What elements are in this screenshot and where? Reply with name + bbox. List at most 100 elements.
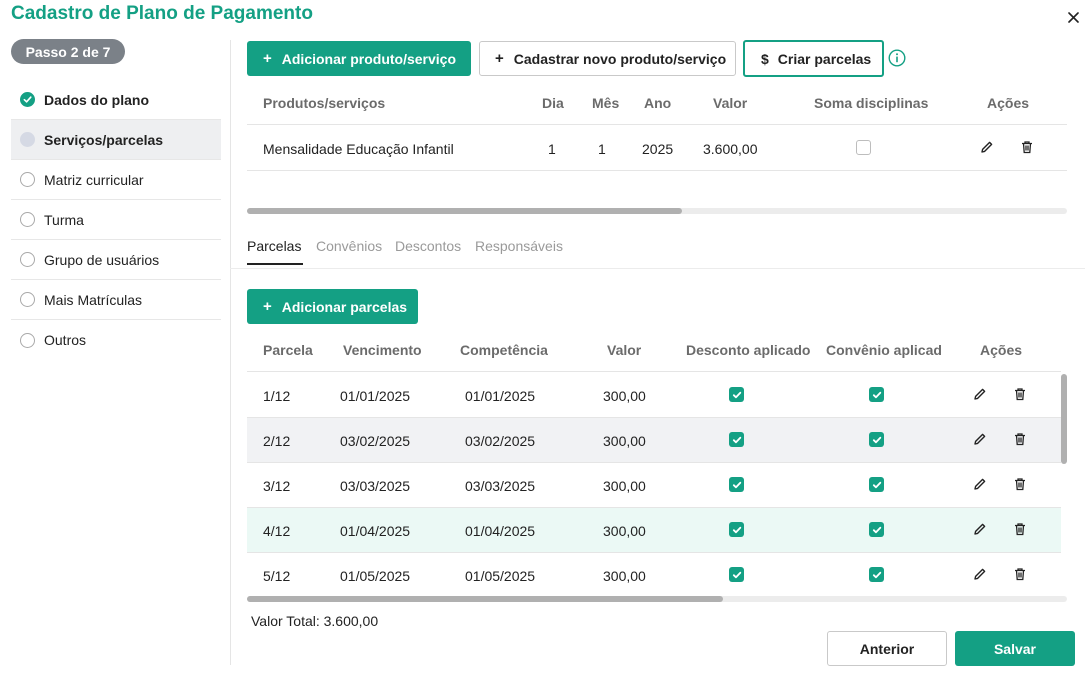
parcel-value: 300,00 — [603, 433, 646, 449]
step-item-mais-matriculas[interactable]: Mais Matrículas — [11, 280, 221, 320]
step-item-dados-do-plano[interactable]: Dados do plano — [11, 80, 221, 120]
col-header-discount: Desconto aplicado — [686, 342, 811, 358]
empty-circle-icon — [20, 332, 35, 348]
col-header-value: Valor — [713, 95, 748, 111]
table-row-divider — [247, 462, 1061, 463]
step-label: Outros — [44, 332, 87, 348]
table-row — [247, 508, 1061, 553]
pencil-icon[interactable] — [972, 476, 988, 492]
product-value: 3.600,00 — [703, 141, 758, 157]
plus-icon: + — [263, 50, 272, 67]
save-button[interactable]: Salvar — [955, 631, 1075, 666]
parcel-number: 3/12 — [263, 478, 291, 494]
close-icon[interactable] — [1064, 8, 1082, 26]
step-label: Mais Matrículas — [44, 291, 143, 308]
create-installments-button[interactable]: $ Criar parcelas — [743, 40, 884, 77]
add-installments-label: Adicionar parcelas — [281, 298, 408, 315]
discount-checkbox[interactable] — [729, 522, 744, 537]
step-label: Serviços/parcelas — [44, 131, 164, 148]
dollar-icon: $ — [761, 50, 769, 67]
step-item-outros[interactable]: Outros — [11, 320, 221, 360]
col-header-actions: Ações — [980, 342, 1023, 358]
pencil-icon[interactable] — [972, 431, 988, 447]
due-date: 01/04/2025 — [340, 523, 411, 539]
step-item-turma[interactable]: Turma — [11, 200, 221, 240]
tab-convenios[interactable]: Convênios — [316, 238, 383, 254]
trash-icon[interactable] — [1019, 139, 1035, 155]
sum-disciplines-checkbox[interactable] — [856, 140, 871, 155]
step-label: Dados do plano — [44, 91, 149, 108]
pencil-icon[interactable] — [972, 521, 988, 537]
pencil-icon[interactable] — [972, 566, 988, 582]
step-badge: Passo 2 de 7 — [11, 39, 125, 64]
steps-nav: Dados do plano Serviços/parcelas Matriz … — [11, 80, 221, 360]
discount-checkbox[interactable] — [729, 477, 744, 492]
pencil-icon[interactable] — [979, 139, 995, 155]
col-header-year: Ano — [644, 95, 672, 111]
table-header-divider — [247, 124, 1067, 125]
info-icon[interactable] — [888, 49, 906, 67]
trash-icon[interactable] — [1012, 566, 1028, 582]
products-hscroll-thumb[interactable] — [247, 208, 682, 214]
agreement-checkbox[interactable] — [869, 432, 884, 447]
product-year: 2025 — [642, 141, 674, 157]
table-row — [247, 418, 1061, 463]
discount-checkbox[interactable] — [729, 387, 744, 402]
trash-icon[interactable] — [1012, 476, 1028, 492]
competence-date: 01/01/2025 — [465, 388, 536, 404]
due-date: 01/01/2025 — [340, 388, 411, 404]
step-label: Matriz curricular — [44, 171, 144, 188]
add-installments-button[interactable]: + Adicionar parcelas — [247, 289, 418, 324]
pencil-icon[interactable] — [972, 386, 988, 402]
col-header-value: Valor — [607, 342, 642, 358]
parcel-value: 300,00 — [603, 478, 646, 494]
step-item-servicos-parcelas[interactable]: Serviços/parcelas — [11, 120, 221, 160]
empty-circle-icon — [20, 252, 35, 267]
step-item-grupo-de-usuarios[interactable]: Grupo de usuários — [11, 240, 221, 280]
col-header-actions: Ações — [987, 95, 1030, 111]
competence-date: 03/02/2025 — [465, 433, 536, 449]
parcel-number: 2/12 — [263, 433, 291, 449]
parcel-number: 5/12 — [263, 568, 291, 584]
table-row-divider — [247, 170, 1067, 171]
sidebar-divider — [230, 40, 231, 665]
table-row-divider — [247, 552, 1061, 553]
trash-icon[interactable] — [1012, 521, 1028, 537]
check-circle-icon — [20, 92, 35, 107]
trash-icon[interactable] — [1012, 431, 1028, 447]
plus-icon: + — [495, 50, 504, 67]
tab-descontos[interactable]: Descontos — [395, 238, 462, 254]
previous-button[interactable]: Anterior — [827, 631, 947, 666]
discount-checkbox[interactable] — [729, 567, 744, 582]
table-row-divider — [247, 417, 1061, 418]
due-date: 01/05/2025 — [340, 568, 411, 584]
parcel-number: 4/12 — [263, 523, 291, 539]
plus-icon: + — [263, 298, 272, 315]
installments-hscroll-thumb[interactable] — [247, 596, 723, 602]
step-label: Grupo de usuários — [44, 251, 160, 268]
discount-checkbox[interactable] — [729, 432, 744, 447]
create-installments-label: Criar parcelas — [777, 50, 872, 67]
step-label: Turma — [44, 211, 84, 228]
new-product-button[interactable]: + Cadastrar novo produto/serviço — [479, 41, 736, 76]
installments-vscroll-thumb[interactable] — [1061, 374, 1067, 464]
agreement-checkbox[interactable] — [869, 387, 884, 402]
agreement-checkbox[interactable] — [869, 477, 884, 492]
empty-circle-icon — [20, 292, 35, 307]
agreement-checkbox[interactable] — [869, 522, 884, 537]
total-value: Valor Total: 3.600,00 — [251, 613, 379, 629]
agreement-checkbox[interactable] — [869, 567, 884, 582]
col-header-agreement: Convênio aplicado — [826, 342, 942, 358]
add-product-button[interactable]: + Adicionar produto/serviço — [247, 41, 471, 76]
tabs-divider — [230, 268, 1085, 269]
parcel-number: 1/12 — [263, 388, 291, 404]
due-date: 03/02/2025 — [340, 433, 411, 449]
current-step-icon — [20, 132, 35, 147]
col-header-sum-disciplines: Soma disciplinas — [814, 95, 929, 111]
product-day: 1 — [548, 141, 556, 157]
step-item-matriz-curricular[interactable]: Matriz curricular — [11, 160, 221, 200]
tab-responsaveis[interactable]: Responsáveis — [475, 238, 563, 254]
tab-parcelas[interactable]: Parcelas — [247, 238, 302, 254]
col-header-product: Produtos/serviços — [263, 95, 386, 111]
trash-icon[interactable] — [1012, 386, 1028, 402]
